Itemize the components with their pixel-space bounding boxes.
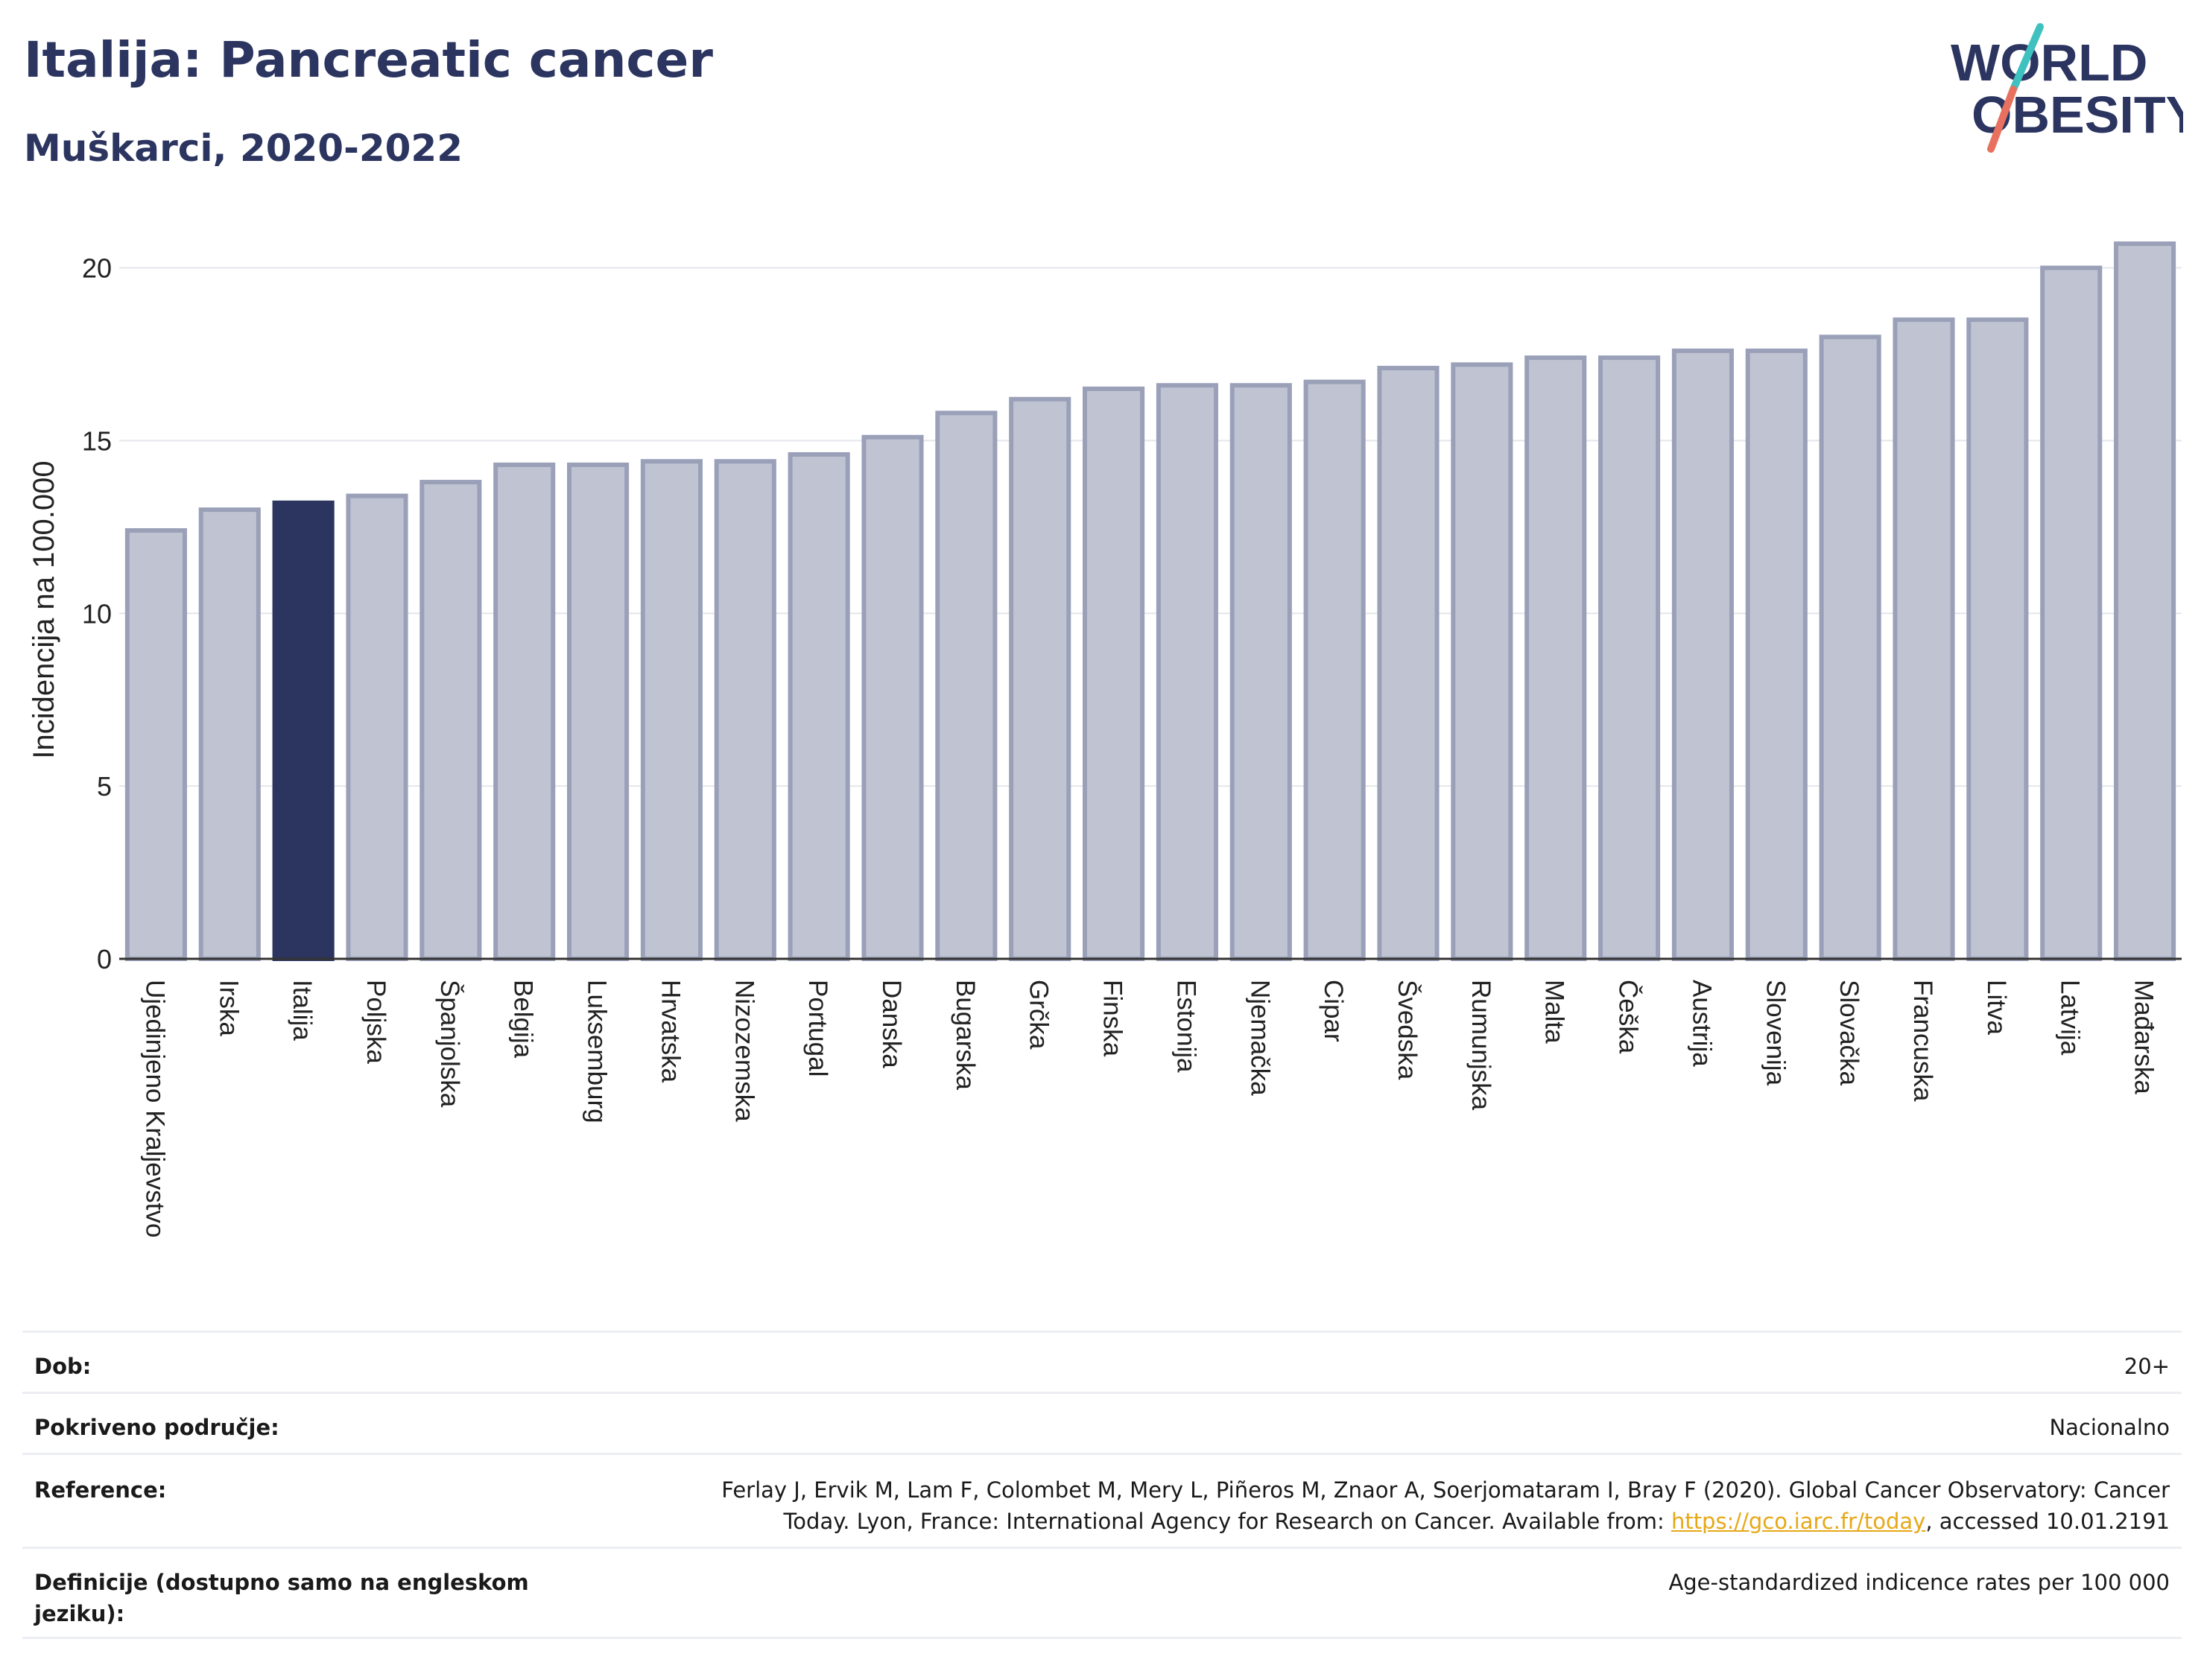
x-tick-label: Nizozemska	[729, 980, 759, 1122]
x-tick-label: Mađarska	[2129, 980, 2159, 1094]
x-tick-label: Finska	[1098, 980, 1127, 1057]
info-row-definition: Definicije (dostupno samo na engleskom j…	[22, 1547, 2182, 1639]
bar-Slovenija[interactable]	[1745, 348, 1808, 962]
bar-Hrvatska[interactable]	[640, 459, 703, 961]
x-tick-label: Luksemburg	[583, 980, 612, 1123]
y-tick-label: 15	[82, 425, 112, 456]
x-tick-label: Francuska	[1908, 980, 1937, 1102]
world-obesity-logo: WORLD OBESITY	[1945, 21, 2200, 162]
bar-Cipar[interactable]	[1303, 379, 1366, 961]
x-tick-label: Cipar	[1319, 980, 1348, 1042]
x-tick-label: Bugarska	[951, 980, 980, 1090]
bar-Irska[interactable]	[198, 507, 261, 961]
y-axis-ticks: 0 5 10 15 20	[82, 253, 112, 974]
x-tick-label: Austrija	[1687, 980, 1716, 1067]
reference-accessed: , accessed 10.01.2191	[1925, 1509, 2170, 1534]
reference-line1: Ferlay J, Ervik M, Lam F, Colombet M, Me…	[721, 1477, 2170, 1503]
bar-Italija[interactable]	[272, 500, 335, 961]
x-tick-label: Njemačka	[1245, 980, 1274, 1096]
bar-Bugarska[interactable]	[935, 411, 998, 961]
bar-Latvija[interactable]	[2040, 265, 2103, 961]
x-tick-label: Hrvatska	[656, 980, 685, 1083]
bar-Danska[interactable]	[861, 434, 924, 961]
area-value: Nacionalno	[2049, 1415, 2170, 1440]
y-tick-label: 20	[82, 253, 112, 284]
x-tick-label: Danska	[877, 980, 906, 1068]
bar-Njemačka[interactable]	[1229, 383, 1292, 961]
age-value: 20+	[2124, 1354, 2170, 1379]
chart-title: Italija: Pancreatic cancer	[24, 31, 713, 89]
x-tick-label: Španjolska	[435, 980, 464, 1108]
bar-Finska[interactable]	[1083, 386, 1145, 961]
bar-chart: 0 5 10 15 20 Ujedinjeno Kraljevstvo Irska Ital…	[28, 241, 2182, 1237]
bar-Češka[interactable]	[1598, 355, 1661, 961]
y-tick-label: 0	[97, 944, 112, 974]
x-tick-label: Rumunjska	[1466, 980, 1495, 1111]
logo-text-world: WORLD	[1951, 34, 2147, 92]
x-tick-label: Češka	[1614, 980, 1643, 1054]
logo-slash-red	[1987, 86, 2017, 153]
bar-Estonija[interactable]	[1156, 383, 1218, 961]
bar-Grčka[interactable]	[1009, 396, 1071, 961]
x-tick-label: Latvija	[2056, 980, 2085, 1056]
bar-Španjolska[interactable]	[419, 480, 482, 961]
x-axis-ticks: Ujedinjeno Kraljevstvo Irska Italija Poljsk…	[140, 980, 2158, 1237]
bar-Luksemburg[interactable]	[567, 462, 630, 961]
chart-subtitle: Muškarci, 2020-2022	[24, 127, 463, 170]
info-table: Dob: 20+ Pokriveno područje: Nacionalno …	[22, 1331, 2182, 1639]
reference-link[interactable]: https://gco.iarc.fr/today	[1671, 1509, 1926, 1534]
bar-Belgija[interactable]	[493, 462, 556, 961]
reference-line2: Today. Lyon, France: International Agenc…	[783, 1509, 1671, 1534]
y-tick-label: 10	[82, 598, 112, 629]
bar-Ujedinjeno Kraljevstvo[interactable]	[124, 527, 187, 961]
x-tick-label: Poljska	[361, 980, 390, 1064]
x-tick-label: Malta	[1540, 980, 1569, 1044]
y-axis-label: Incidencija na 100.000	[28, 460, 60, 758]
logo-slash-teal	[2010, 23, 2044, 93]
x-tick-label: Ujedinjeno Kraljevstvo	[140, 980, 169, 1237]
bar-Slovačka[interactable]	[1819, 335, 1881, 962]
bar-Austrija[interactable]	[1671, 348, 1734, 962]
x-tick-label: Italija	[288, 980, 317, 1041]
x-tick-label: Švedska	[1393, 980, 1422, 1080]
bar-Mađarska[interactable]	[2114, 241, 2176, 962]
area-label: Pokriveno područje:	[34, 1415, 279, 1440]
x-tick-label: Slovačka	[1834, 980, 1863, 1086]
info-row-area: Pokriveno područje: Nacionalno	[22, 1392, 2182, 1453]
reference-label: Reference:	[34, 1477, 167, 1503]
x-tick-label: Litva	[1982, 980, 2011, 1035]
x-tick-label: Grčka	[1025, 980, 1054, 1050]
definition-value: Age-standardized indicence rates per 100…	[1668, 1570, 2170, 1595]
age-label: Dob:	[34, 1354, 92, 1379]
bars	[124, 241, 2176, 962]
bar-Rumunjska[interactable]	[1451, 362, 1513, 961]
reference-value: Ferlay J, Ervik M, Lam F, Colombet M, Me…	[721, 1474, 2182, 1537]
x-tick-label: Portugal	[803, 980, 832, 1077]
bar-Malta[interactable]	[1524, 355, 1587, 961]
x-tick-label: Slovenija	[1761, 980, 1790, 1086]
bar-Litva[interactable]	[1966, 317, 2029, 961]
x-tick-label: Belgija	[509, 980, 538, 1059]
definition-label: Definicije (dostupno samo na engleskom j…	[34, 1570, 529, 1626]
y-tick-label: 5	[97, 771, 112, 802]
bar-Francuska[interactable]	[1893, 317, 1955, 961]
bar-Poljska[interactable]	[346, 493, 408, 961]
x-tick-label: Estonija	[1171, 980, 1200, 1073]
info-row-age: Dob: 20+	[22, 1331, 2182, 1392]
info-row-reference: Reference: Ferlay J, Ervik M, Lam F, Col…	[22, 1453, 2182, 1547]
x-tick-label: Irska	[214, 980, 243, 1036]
bar-Švedska[interactable]	[1377, 366, 1440, 961]
bar-Nizozemska[interactable]	[714, 459, 776, 961]
bar-Portugal[interactable]	[788, 451, 850, 961]
